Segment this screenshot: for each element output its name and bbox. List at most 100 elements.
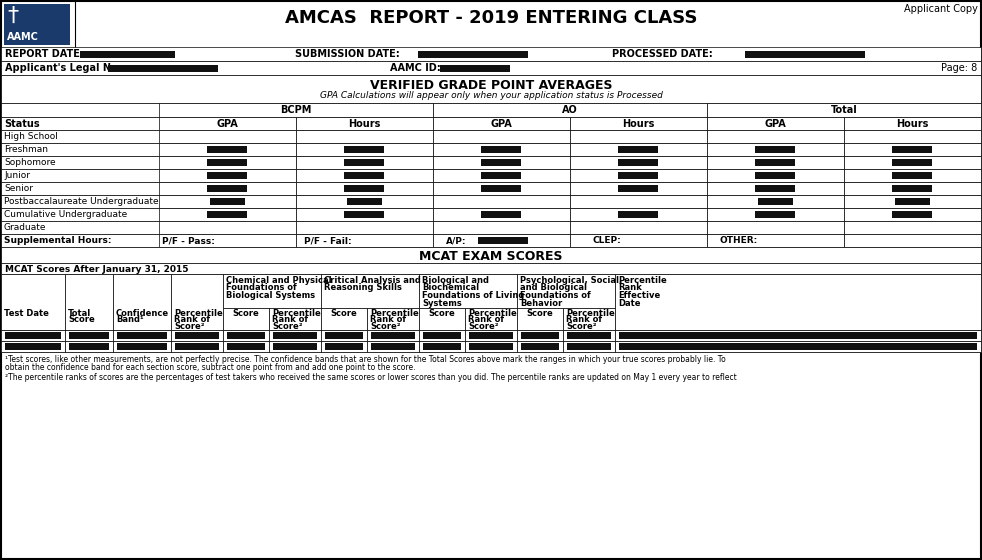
Bar [419,341,465,352]
Text: Graduate: Graduate [4,223,46,232]
Bar [325,343,363,350]
Bar [570,169,707,182]
Text: Foundations of: Foundations of [226,283,297,292]
Bar [570,208,707,221]
Text: †: † [7,6,18,26]
Bar [844,208,981,221]
Text: Biochemical: Biochemical [422,283,479,292]
Bar [433,221,570,234]
Bar [893,172,933,179]
Bar [347,198,382,205]
Bar [844,195,981,208]
Bar [418,50,528,58]
Text: AAMC: AAMC [7,32,39,42]
Text: Score²: Score² [370,322,401,331]
Bar [159,143,296,156]
Bar [5,332,61,339]
Bar [481,172,521,179]
Bar [619,343,977,350]
Bar [755,172,795,179]
Bar [707,156,844,169]
Bar [893,185,933,192]
Bar [619,172,659,179]
Text: Applicant's Legal Name:: Applicant's Legal Name: [5,63,138,73]
Bar [1,221,981,234]
Bar [707,103,981,117]
Bar [113,274,171,330]
Bar [478,237,528,244]
Bar [619,185,659,192]
Text: Critical Analysis and: Critical Analysis and [324,276,421,285]
Bar [469,343,513,350]
Text: ²The percentile ranks of scores are the percentages of test takers who received : ²The percentile ranks of scores are the … [5,373,736,382]
Bar [755,185,795,192]
Bar [296,117,433,130]
Bar [113,341,171,352]
Bar [563,308,615,330]
Text: Date: Date [618,298,640,307]
Bar [1,247,981,263]
Bar [433,156,570,169]
Text: obtain the confidence band for each section score, subtract one point from and a: obtain the confidence band for each sect… [5,363,415,372]
Text: Hours: Hours [897,119,929,129]
Text: AO: AO [562,105,577,115]
Bar [433,208,570,221]
Bar [570,156,707,169]
Text: Hours: Hours [623,119,655,129]
Text: Test Date: Test Date [4,309,49,318]
Bar [227,343,265,350]
Text: Psychological, Social,: Psychological, Social, [520,276,623,285]
Bar [227,332,265,339]
Text: ¹Test scores, like other measurements, are not perfectly precise. The confidence: ¹Test scores, like other measurements, a… [5,355,726,364]
Bar [269,341,321,352]
Bar [521,332,559,339]
Text: CLEP:: CLEP: [593,236,622,245]
Text: Score: Score [68,315,94,324]
Bar [1,61,981,75]
Bar [223,330,269,341]
Text: P/F - Fail:: P/F - Fail: [304,236,352,245]
Text: Score²: Score² [272,322,302,331]
Bar [321,330,367,341]
Text: Biological and: Biological and [422,276,489,285]
Bar [321,274,419,308]
Bar [65,330,113,341]
Text: Page: 8: Page: 8 [941,63,977,73]
Bar [113,330,171,341]
Bar [210,198,245,205]
Text: GPA Calculations will appear only when your application status is Processed: GPA Calculations will appear only when y… [319,91,663,100]
Bar [371,332,415,339]
Bar [159,195,296,208]
Text: Junior: Junior [4,171,30,180]
Bar [570,117,707,130]
Text: REPORT DATE:: REPORT DATE: [5,49,83,59]
Text: Systems: Systems [422,298,462,307]
Bar [844,221,981,234]
Text: GPA: GPA [491,119,513,129]
Bar [895,198,930,205]
Bar [171,330,223,341]
Bar [469,332,513,339]
Bar [707,182,844,195]
Text: OTHER:: OTHER: [720,236,758,245]
Text: MCAT EXAM SCORES: MCAT EXAM SCORES [419,250,563,263]
Bar [521,343,559,350]
Bar [563,341,615,352]
Bar [619,211,659,218]
Bar [345,159,385,166]
Bar [345,172,385,179]
Bar [345,211,385,218]
Bar [345,146,385,153]
Bar [619,332,977,339]
Text: GPA: GPA [765,119,787,129]
Bar [707,117,844,130]
Bar [440,64,510,72]
Text: Percentile: Percentile [468,309,517,318]
Bar [1,47,981,61]
Bar [615,341,981,352]
Bar [159,103,433,117]
Bar [707,208,844,221]
Bar [567,332,611,339]
Text: Reasoning Skills: Reasoning Skills [324,283,402,292]
Bar [893,159,933,166]
